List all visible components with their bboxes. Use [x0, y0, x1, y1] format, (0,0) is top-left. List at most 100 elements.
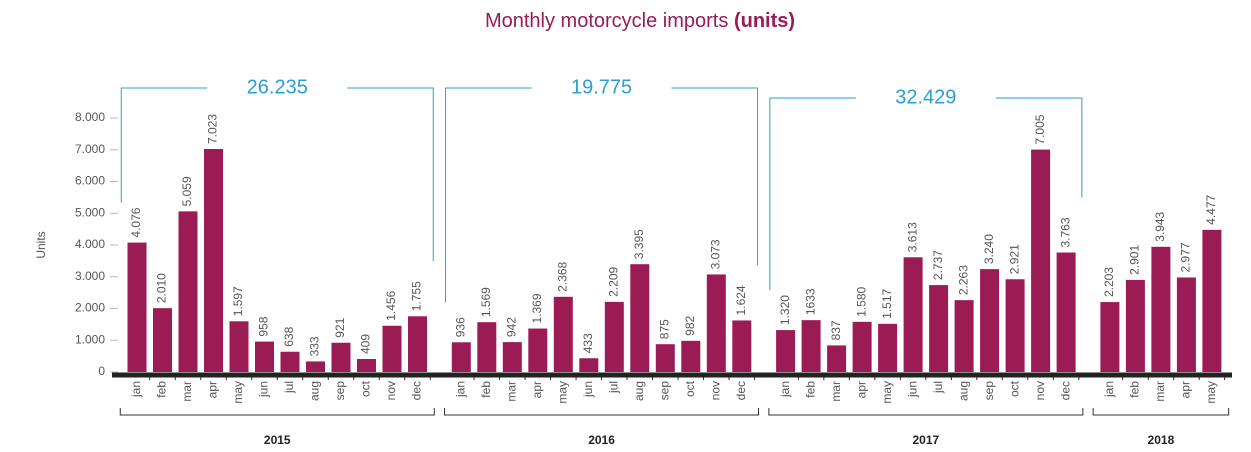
bar — [954, 300, 974, 372]
y-tick-label: 2.000 — [75, 301, 105, 315]
x-tick-label: jan — [778, 381, 792, 398]
x-tick-label: jun — [905, 381, 919, 398]
bar — [1176, 277, 1196, 372]
value-label: 433 — [581, 333, 595, 353]
x-tick-label: apr — [206, 381, 220, 398]
value-label: 1633 — [803, 288, 817, 315]
bar — [903, 257, 923, 372]
value-label: 2.203 — [1102, 267, 1116, 297]
bar — [681, 340, 701, 372]
value-label: 1.517 — [880, 288, 894, 318]
x-tick-label: mar — [829, 381, 843, 402]
x-tick-label: oct — [359, 380, 373, 397]
y-tick-label: 7.000 — [75, 142, 105, 156]
x-tick-label: apr — [530, 381, 544, 398]
bar — [153, 308, 172, 372]
value-label: 958 — [257, 316, 271, 336]
group-total: 26.235 — [247, 76, 308, 98]
bar — [178, 211, 198, 372]
year-label: 2016 — [588, 433, 615, 447]
bar — [776, 330, 796, 372]
chart-title: Monthly motorcycle imports (units) — [485, 10, 795, 32]
bar — [280, 351, 300, 372]
x-tick-label: feb — [479, 381, 493, 398]
group-total: 32.429 — [895, 86, 956, 108]
x-tick-label: jul — [931, 381, 945, 394]
year-bracket — [119, 408, 435, 416]
x-tick-label: aug — [632, 381, 646, 401]
bar — [528, 328, 548, 372]
bar — [1202, 229, 1222, 372]
y-tick-label: 3.000 — [75, 269, 105, 283]
value-label: 7.023 — [206, 114, 220, 144]
x-tick-label: sep — [982, 381, 996, 401]
bar — [878, 323, 898, 372]
bar — [331, 342, 351, 372]
value-label: 2.901 — [1128, 245, 1142, 275]
bar — [1031, 149, 1051, 372]
value-label: 3.613 — [905, 222, 919, 252]
x-tick-label: may — [555, 381, 569, 404]
value-label: 7.005 — [1033, 114, 1047, 144]
y-tick-label: 5.000 — [75, 205, 105, 219]
value-label: 1.580 — [854, 286, 868, 316]
x-tick-label: jun — [581, 381, 595, 398]
bar — [630, 264, 650, 372]
bar — [408, 316, 427, 372]
total-bracket — [769, 97, 856, 291]
value-label: 1.569 — [479, 287, 493, 317]
x-tick-label: jan — [453, 381, 467, 398]
x-tick-label: nov — [1033, 381, 1047, 400]
total-bracket — [671, 87, 759, 266]
value-label: 2.209 — [606, 267, 620, 297]
value-label: 2.921 — [1007, 244, 1021, 274]
bar — [229, 321, 249, 372]
value-label: 1.755 — [410, 281, 424, 311]
year-label: 2018 — [1148, 433, 1175, 447]
bar — [929, 285, 949, 372]
value-label: 1.369 — [530, 293, 544, 323]
value-label: 4.076 — [129, 207, 143, 237]
x-tick-label: may — [231, 381, 245, 404]
value-label: 2.263 — [956, 265, 970, 295]
x-tick-label: nov — [384, 381, 398, 400]
x-tick-label: feb — [155, 381, 169, 398]
value-label: 3.763 — [1058, 217, 1072, 247]
x-tick-label: mar — [180, 381, 194, 402]
x-tick-label: feb — [1128, 381, 1142, 398]
bar — [1005, 279, 1025, 372]
year-bracket — [1092, 408, 1230, 416]
x-tick-label: jan — [129, 381, 143, 398]
value-label: 3.395 — [632, 229, 646, 259]
x-tick-label: may — [880, 381, 894, 404]
value-label: 1.624 — [734, 285, 748, 315]
total-bracket — [445, 87, 532, 303]
bar — [382, 325, 402, 372]
total-bracket — [995, 97, 1083, 198]
value-label: 1.597 — [231, 286, 245, 316]
y-axis-label: Units — [34, 231, 48, 258]
value-label: 2.368 — [555, 261, 569, 291]
y-tick-label: 0 — [98, 364, 105, 378]
title-main: Monthly motorcycle imports — [485, 10, 728, 32]
bar — [579, 358, 599, 372]
value-label: 4.477 — [1204, 194, 1218, 224]
bar — [1100, 302, 1120, 372]
bar — [801, 320, 821, 372]
x-tick-label: dec — [410, 381, 424, 400]
value-label: 921 — [333, 317, 347, 337]
x-tick-label: dec — [1058, 381, 1072, 400]
bar — [553, 296, 573, 372]
value-label: 5.059 — [180, 176, 194, 206]
value-label: 3.943 — [1153, 211, 1167, 241]
x-tick-label: sep — [333, 381, 347, 401]
value-label: 942 — [504, 317, 518, 337]
bar — [852, 321, 872, 372]
bar — [502, 342, 522, 372]
value-label: 2.737 — [931, 250, 945, 280]
value-label: 3.073 — [708, 239, 722, 269]
value-label: 638 — [282, 326, 296, 346]
x-tick-label: may — [1204, 381, 1218, 404]
x-tick-label: oct — [1007, 380, 1021, 397]
